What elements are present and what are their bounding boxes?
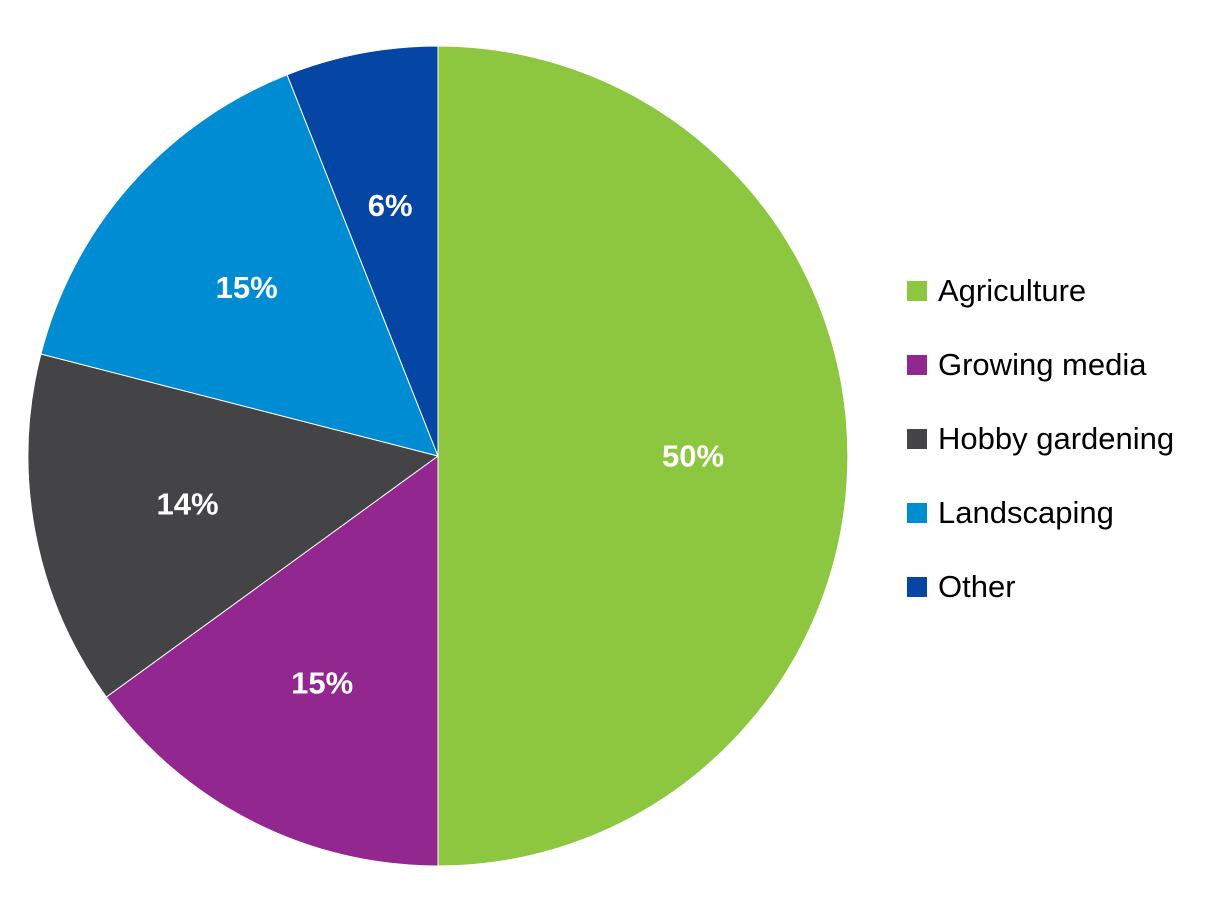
- data-label-hobby-gardening: 14%: [156, 486, 218, 521]
- pie-slice-agriculture: [437, 45, 849, 867]
- legend-item-other: Other: [907, 568, 1174, 605]
- legend-swatch: [907, 502, 927, 523]
- pie-slice-growing-media: [105, 455, 439, 867]
- data-label-agriculture: 50%: [662, 439, 724, 474]
- pie-slice-hobby-gardening: [27, 353, 440, 698]
- legend-item-agriculture: Agriculture: [907, 272, 1174, 309]
- legend-swatch: [907, 354, 927, 375]
- legend-swatch: [907, 576, 927, 597]
- pie-slice-other: [286, 45, 439, 457]
- legend-item-growing-media: Growing media: [907, 346, 1174, 383]
- legend: Agriculture Growing media Hobby gardening L…: [907, 272, 1174, 642]
- legend-item-landscaping: Landscaping: [907, 494, 1174, 531]
- data-label-other: 6%: [368, 188, 413, 223]
- legend-label: Agriculture: [938, 272, 1087, 308]
- data-label-growing-media: 15%: [291, 666, 353, 701]
- legend-swatch: [907, 428, 927, 449]
- legend-label: Landscaping: [938, 494, 1114, 530]
- legend-label: Other: [938, 568, 1016, 604]
- pie-slice-landscaping: [40, 74, 439, 457]
- data-label-landscaping: 15%: [216, 270, 278, 305]
- legend-label: Growing media: [938, 346, 1147, 382]
- legend-swatch: [907, 280, 927, 301]
- legend-item-hobby-gardening: Hobby gardening: [907, 420, 1174, 457]
- legend-label: Hobby gardening: [938, 420, 1175, 456]
